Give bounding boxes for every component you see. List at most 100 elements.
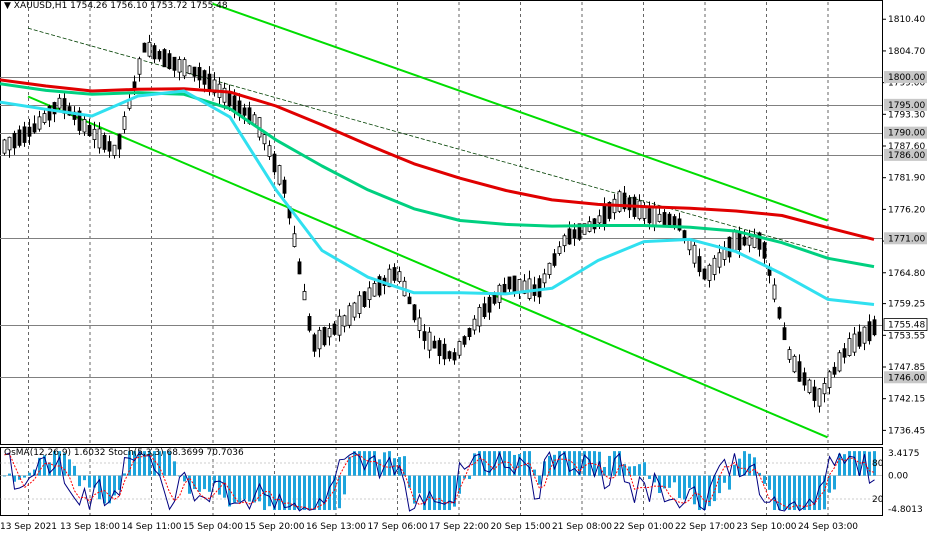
candle-bear (362, 291, 367, 307)
candle-bull (337, 315, 342, 336)
stoch-level-label: 80 (872, 459, 884, 469)
candle-bull (262, 134, 267, 145)
time-axis-label: 24 Sep 03:00 (798, 522, 858, 532)
candle-bear (572, 229, 577, 239)
candle-bull (657, 213, 662, 222)
osma-bar (568, 451, 571, 476)
osma-bar (128, 451, 131, 476)
candle-bull (477, 306, 482, 327)
candle-bear (392, 267, 397, 281)
osma-bar (863, 451, 866, 476)
candle-bear (537, 278, 542, 298)
candle-bear (27, 126, 32, 137)
candle-bear (32, 123, 37, 133)
osma-bar (88, 475, 91, 488)
osma-bar (548, 455, 551, 476)
candle-bull (712, 257, 717, 275)
price-axis-label: 1776.20 (888, 205, 925, 215)
time-axis-label: 22 Sep 01:00 (613, 522, 673, 532)
candle-bull (582, 223, 587, 235)
osma-bar (798, 475, 801, 511)
candle-bear (777, 307, 782, 319)
osma-bar (348, 456, 351, 476)
candle-bear (332, 323, 337, 335)
candle-bull (822, 383, 827, 395)
candle-bull (137, 58, 142, 75)
time-axis-label: 22 Sep 17:00 (675, 522, 735, 532)
price-axis-label: 1742.15 (888, 395, 925, 405)
osma-bar (388, 451, 391, 476)
osma-bar (708, 475, 711, 507)
osma-bar (208, 475, 211, 492)
osma-bar (663, 475, 666, 489)
candle-bear (282, 179, 287, 194)
osma-bar (773, 475, 776, 511)
candle-bear (52, 102, 57, 115)
candle-bear (622, 192, 627, 210)
osma-bar (493, 451, 496, 476)
candle-bear (577, 223, 582, 240)
candle-bear (762, 242, 767, 259)
osma-bar (458, 475, 461, 494)
candle-bull (112, 144, 117, 156)
candle-bull (717, 252, 722, 268)
osma-bar (133, 451, 136, 476)
candle-bull (37, 116, 42, 130)
osma-bar (833, 475, 836, 490)
candle-bear (167, 53, 172, 70)
candle-bull (837, 352, 842, 372)
candle-bear (437, 340, 442, 357)
candle-bear (502, 283, 507, 293)
candle-bear (77, 110, 82, 131)
candle-bull (92, 128, 97, 141)
osma-bar (138, 451, 141, 476)
candle-bull (817, 388, 822, 407)
osma-bar (763, 475, 766, 484)
osma-bar (758, 472, 761, 476)
osma-bar (423, 475, 426, 511)
osma-bar (278, 475, 281, 511)
level-label: 1746.00 (888, 373, 925, 383)
price-axis-label: 1747.85 (888, 363, 925, 373)
osma-bar (473, 453, 476, 476)
time-axis-label: 15 Sep 20:00 (244, 522, 304, 532)
candle-bear (87, 125, 92, 137)
osma-bar (193, 475, 196, 490)
candle-bear (467, 328, 472, 338)
osma-bar (653, 475, 656, 483)
level-label-box (884, 232, 927, 245)
candle-bull (792, 355, 797, 373)
time-axis-label: 16 Sep 13:00 (306, 522, 366, 532)
osma-bar (3, 475, 6, 477)
osma-bar (373, 451, 376, 476)
candle-bear (377, 276, 382, 296)
level-label-box (884, 126, 927, 139)
osma-bar (733, 464, 736, 476)
osma-bar (478, 451, 481, 476)
osma-bar (583, 451, 586, 476)
candle-bear (782, 327, 787, 341)
osma-bar (828, 475, 831, 493)
candle-bull (457, 341, 462, 356)
candle-bull (342, 315, 347, 327)
candle-bear (742, 236, 747, 246)
osma-bar (13, 475, 16, 482)
candle-bull (122, 116, 127, 130)
price-axis-label: 1781.90 (888, 174, 925, 184)
osma-bar (163, 451, 166, 476)
candle-bull (277, 165, 282, 185)
osma-bar (298, 475, 301, 511)
osma-bar (553, 454, 556, 476)
osma-bar (303, 475, 306, 511)
osma-bar (78, 475, 81, 487)
osma-bar (83, 475, 86, 481)
candle-bull (317, 329, 322, 350)
candle-bear (627, 197, 632, 211)
moving-average-green (0, 82, 875, 269)
candle-bear (857, 331, 862, 347)
osma-bar (803, 475, 806, 511)
osma-bar (413, 475, 416, 504)
candle-bull (827, 371, 832, 388)
osma-bar (28, 472, 31, 476)
osma-bar (253, 475, 256, 503)
